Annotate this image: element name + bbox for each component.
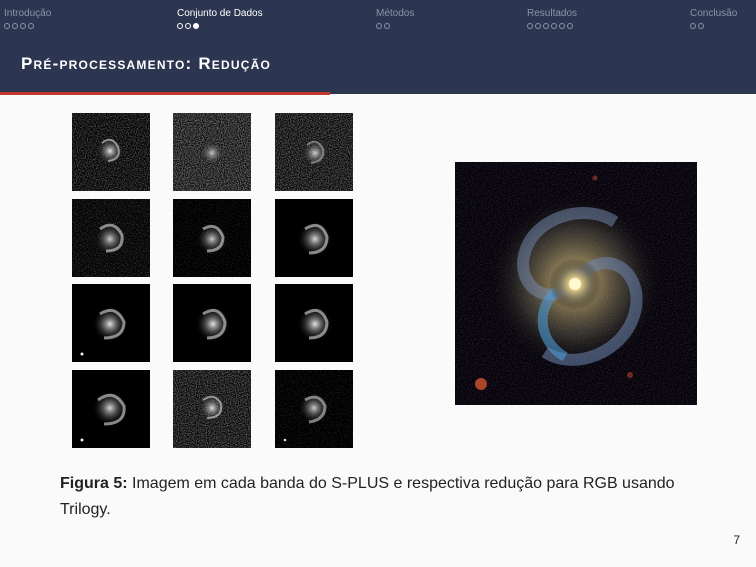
band-image — [275, 370, 353, 448]
band-image — [173, 199, 251, 277]
section-navigation-bar: Introdução Conjunto de Dados Métodos Res… — [0, 0, 756, 36]
nav-section-label: Resultados — [527, 8, 578, 19]
slide-dot[interactable] — [535, 23, 541, 29]
nav-section-label: Métodos — [376, 8, 415, 19]
band-image — [275, 199, 353, 277]
nav-section-conjunto-de-dados[interactable]: Conjunto de Dados — [177, 8, 263, 29]
nav-progress-dots — [4, 23, 51, 29]
slide-dot[interactable] — [698, 23, 704, 29]
figure-caption-label: Figura 5: — [60, 475, 128, 492]
slide-title: Pré-processamento: Redução — [21, 54, 271, 73]
nav-section-resultados[interactable]: Resultados — [527, 8, 577, 29]
slide-dot[interactable] — [4, 23, 10, 29]
nav-section-label: Conjunto de Dados — [177, 8, 263, 19]
slide-dot[interactable] — [559, 23, 565, 29]
title-accent-line — [0, 92, 330, 95]
nav-progress-dots — [527, 23, 577, 29]
nav-section-metodos[interactable]: Métodos — [376, 8, 414, 29]
slide-dot[interactable] — [527, 23, 533, 29]
slide-dot[interactable] — [12, 23, 18, 29]
band-image — [72, 113, 150, 191]
band-image — [173, 284, 251, 362]
band-image — [173, 113, 251, 191]
slide-dot[interactable] — [551, 23, 557, 29]
band-image — [72, 199, 150, 277]
rgb-composite-image — [455, 162, 697, 405]
figure-caption-text: Imagem em cada banda do S-PLUS e respect… — [60, 475, 675, 518]
band-image — [275, 284, 353, 362]
slide-dot[interactable] — [177, 23, 183, 29]
nav-section-conclusao[interactable]: Conclusão — [690, 8, 737, 29]
page-number: 7 — [733, 533, 740, 547]
nav-section-label: Introdução — [4, 8, 52, 19]
slide-dot[interactable] — [690, 23, 696, 29]
nav-section-introducao[interactable]: Introdução — [4, 8, 51, 29]
nav-section-label: Conclusão — [690, 8, 738, 19]
slide-title-bar: Pré-processamento: Redução — [0, 36, 756, 94]
slide-dot[interactable] — [185, 23, 191, 29]
slide-dot[interactable] — [20, 23, 26, 29]
band-image — [275, 113, 353, 191]
slide-dot[interactable] — [567, 23, 573, 29]
nav-progress-dots — [177, 23, 263, 29]
nav-progress-dots — [690, 23, 737, 29]
band-image — [72, 284, 150, 362]
slide-dot-current[interactable] — [193, 23, 199, 29]
slide-dot[interactable] — [376, 23, 382, 29]
band-image — [72, 370, 150, 448]
band-image — [173, 370, 251, 448]
slide-dot[interactable] — [384, 23, 390, 29]
slide-dot[interactable] — [28, 23, 34, 29]
figure-caption: Figura 5: Imagem em cada banda do S-PLUS… — [60, 471, 700, 523]
slide-dot[interactable] — [543, 23, 549, 29]
nav-progress-dots — [376, 23, 414, 29]
